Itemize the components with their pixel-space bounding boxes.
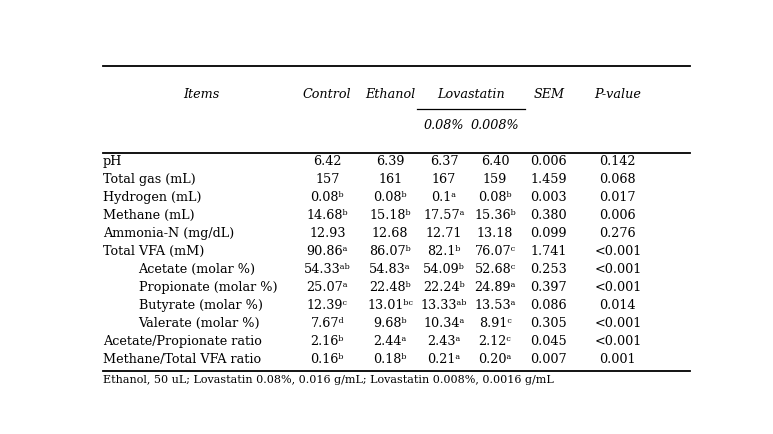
Text: Acetate (molar %): Acetate (molar %) — [138, 263, 256, 276]
Text: 0.1ᵃ: 0.1ᵃ — [431, 191, 457, 204]
Text: 0.253: 0.253 — [530, 263, 567, 276]
Text: 82.1ᵇ: 82.1ᵇ — [427, 245, 461, 258]
Text: 0.18ᵇ: 0.18ᵇ — [373, 352, 407, 365]
Text: <0.001: <0.001 — [594, 263, 642, 276]
Text: Hydrogen (mL): Hydrogen (mL) — [103, 191, 201, 204]
Text: 0.099: 0.099 — [530, 227, 567, 240]
Text: 22.48ᵇ: 22.48ᵇ — [369, 280, 411, 293]
Text: 15.18ᵇ: 15.18ᵇ — [369, 209, 411, 222]
Text: 12.93: 12.93 — [309, 227, 346, 240]
Text: 9.68ᵇ: 9.68ᵇ — [373, 316, 407, 329]
Text: 54.09ᵇ: 54.09ᵇ — [423, 263, 465, 276]
Text: <0.001: <0.001 — [594, 335, 642, 348]
Text: 12.39ᶜ: 12.39ᶜ — [307, 299, 348, 312]
Text: 2.44ᵃ: 2.44ᵃ — [373, 335, 407, 348]
Text: Control: Control — [303, 87, 352, 100]
Text: 6.42: 6.42 — [313, 155, 342, 168]
Text: 0.006: 0.006 — [530, 155, 567, 168]
Text: 161: 161 — [378, 173, 402, 186]
Text: 13.01ᵇᶜ: 13.01ᵇᶜ — [367, 299, 413, 312]
Text: Total gas (mL): Total gas (mL) — [103, 173, 196, 186]
Text: 25.07ᵃ: 25.07ᵃ — [306, 280, 348, 293]
Text: Total VFA (mM): Total VFA (mM) — [103, 245, 204, 258]
Text: 0.001: 0.001 — [600, 352, 636, 365]
Text: 52.68ᶜ: 52.68ᶜ — [475, 263, 516, 276]
Text: 54.83ᵃ: 54.83ᵃ — [369, 263, 411, 276]
Text: 0.086: 0.086 — [530, 299, 567, 312]
Text: 0.003: 0.003 — [530, 191, 567, 204]
Text: 0.276: 0.276 — [600, 227, 636, 240]
Text: pH: pH — [103, 155, 122, 168]
Text: 90.86ᵃ: 90.86ᵃ — [307, 245, 348, 258]
Text: P-value: P-value — [594, 87, 642, 100]
Text: 0.014: 0.014 — [600, 299, 636, 312]
Text: 8.91ᶜ: 8.91ᶜ — [478, 316, 512, 329]
Text: 12.68: 12.68 — [372, 227, 408, 240]
Text: Items: Items — [183, 87, 220, 100]
Text: Ammonia-N (mg/dL): Ammonia-N (mg/dL) — [103, 227, 234, 240]
Text: 76.07ᶜ: 76.07ᶜ — [475, 245, 516, 258]
Text: 13.33ᵃᵇ: 13.33ᵃᵇ — [421, 299, 468, 312]
Text: 1.459: 1.459 — [530, 173, 567, 186]
Text: 2.12ᶜ: 2.12ᶜ — [478, 335, 512, 348]
Text: 0.006: 0.006 — [600, 209, 636, 222]
Text: 0.007: 0.007 — [530, 352, 567, 365]
Text: 0.20ᵃ: 0.20ᵃ — [478, 352, 512, 365]
Text: 0.16ᵇ: 0.16ᵇ — [311, 352, 344, 365]
Text: <0.001: <0.001 — [594, 280, 642, 293]
Text: 6.40: 6.40 — [481, 155, 509, 168]
Text: 1.741: 1.741 — [531, 245, 567, 258]
Text: 2.43ᵃ: 2.43ᵃ — [427, 335, 461, 348]
Text: 0.08ᵇ: 0.08ᵇ — [311, 191, 344, 204]
Text: 15.36ᵇ: 15.36ᵇ — [474, 209, 516, 222]
Text: Ethanol: Ethanol — [365, 87, 415, 100]
Text: 22.24ᵇ: 22.24ᵇ — [423, 280, 465, 293]
Text: Lovastatin: Lovastatin — [438, 87, 505, 100]
Text: 0.008%: 0.008% — [471, 119, 519, 132]
Text: 0.068: 0.068 — [600, 173, 636, 186]
Text: 0.21ᵃ: 0.21ᵃ — [427, 352, 461, 365]
Text: Methane (mL): Methane (mL) — [103, 209, 194, 222]
Text: Butyrate (molar %): Butyrate (molar %) — [138, 299, 263, 312]
Text: 167: 167 — [432, 173, 456, 186]
Text: 6.37: 6.37 — [430, 155, 458, 168]
Text: 14.68ᵇ: 14.68ᵇ — [306, 209, 348, 222]
Text: 0.08ᵇ: 0.08ᵇ — [478, 191, 512, 204]
Text: Ethanol, 50 uL; Lovastatin 0.08%, 0.016 g/mL; Lovastatin 0.008%, 0.0016 g/mL: Ethanol, 50 uL; Lovastatin 0.08%, 0.016 … — [103, 374, 553, 384]
Text: 0.08%: 0.08% — [424, 119, 465, 132]
Text: 0.142: 0.142 — [600, 155, 636, 168]
Text: 0.380: 0.380 — [530, 209, 567, 222]
Text: 7.67ᵈ: 7.67ᵈ — [311, 316, 344, 329]
Text: 0.017: 0.017 — [600, 191, 636, 204]
Text: Acetate/Propionate ratio: Acetate/Propionate ratio — [103, 335, 261, 348]
Text: 12.71: 12.71 — [426, 227, 462, 240]
Text: 0.397: 0.397 — [530, 280, 567, 293]
Text: <0.001: <0.001 — [594, 245, 642, 258]
Text: 86.07ᵇ: 86.07ᵇ — [369, 245, 411, 258]
Text: 17.57ᵃ: 17.57ᵃ — [424, 209, 465, 222]
Text: 13.53ᵃ: 13.53ᵃ — [475, 299, 516, 312]
Text: 0.08ᵇ: 0.08ᵇ — [373, 191, 407, 204]
Text: 24.89ᵃ: 24.89ᵃ — [475, 280, 516, 293]
Text: 10.34ᵃ: 10.34ᵃ — [424, 316, 465, 329]
Text: 6.39: 6.39 — [376, 155, 404, 168]
Text: 157: 157 — [315, 173, 339, 186]
Text: SEM: SEM — [533, 87, 564, 100]
Text: Methane/Total VFA ratio: Methane/Total VFA ratio — [103, 352, 261, 365]
Text: 159: 159 — [483, 173, 507, 186]
Text: 2.16ᵇ: 2.16ᵇ — [311, 335, 344, 348]
Text: 0.305: 0.305 — [530, 316, 567, 329]
Text: Valerate (molar %): Valerate (molar %) — [138, 316, 261, 329]
Text: <0.001: <0.001 — [594, 316, 642, 329]
Text: 0.045: 0.045 — [530, 335, 567, 348]
Text: 13.18: 13.18 — [477, 227, 513, 240]
Text: 54.33ᵃᵇ: 54.33ᵃᵇ — [304, 263, 351, 276]
Text: Propionate (molar %): Propionate (molar %) — [138, 280, 278, 293]
